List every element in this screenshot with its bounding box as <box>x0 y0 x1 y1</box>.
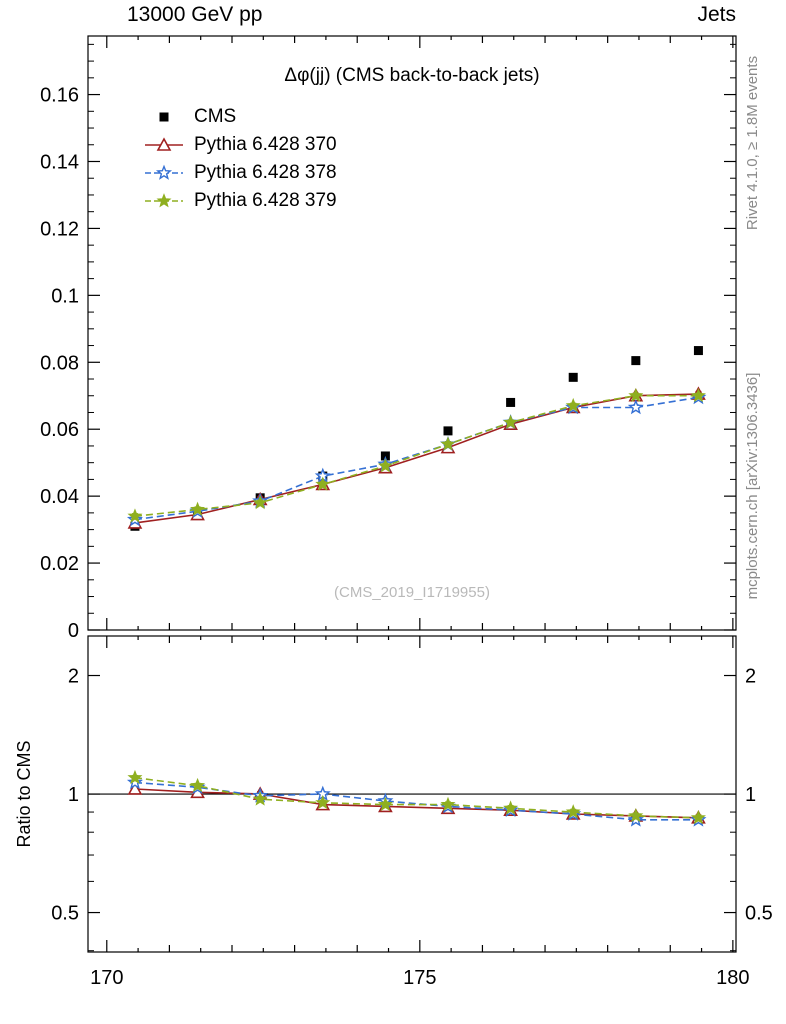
marker-star <box>440 796 456 811</box>
marker-triangle <box>127 781 143 795</box>
plot-title: Δφ(jj) (CMS back-to-back jets) <box>284 65 539 86</box>
legend-label: Pythia 6.428 378 <box>194 162 337 183</box>
marker-star <box>315 794 331 810</box>
y-tick-label: 0 <box>68 620 79 642</box>
marker-star <box>503 800 519 815</box>
marker-star <box>503 414 519 429</box>
ratio-axis-title: Ratio to CMS <box>14 740 34 847</box>
marker-star <box>190 501 206 516</box>
marker-star <box>156 193 172 208</box>
ratio-tick-label: 0.5 <box>745 903 773 925</box>
marker-star-open <box>126 774 143 790</box>
plot-layer: 170 175 180 0 0.02 0.04 0.06 0.08 0.1 0.12 0.14 0.1… <box>40 35 773 989</box>
legend-marker-pythia-370 <box>145 137 183 151</box>
marker-star <box>127 769 143 785</box>
marker-star <box>565 397 581 413</box>
legend: CMS Pythia 6.428 370 Pythia 6.428 378 Py… <box>142 103 337 215</box>
ratio-tick-label: 0.5 <box>51 903 79 925</box>
marker-square <box>631 356 641 366</box>
marker-star <box>127 508 143 523</box>
ratio-series-line <box>134 776 699 819</box>
analysis-group-label: Jets <box>697 3 736 26</box>
marker-star <box>190 777 206 793</box>
marker-star <box>628 808 644 823</box>
y-tick-label: 0.1 <box>51 285 79 307</box>
marker-square <box>693 346 703 356</box>
main-panel-frame <box>87 35 737 631</box>
legend-marker-cms <box>159 112 169 122</box>
ratio-series-line <box>134 788 699 819</box>
legend-marker-pythia-379 <box>145 193 183 208</box>
marker-square <box>568 372 578 382</box>
ratio-series-line <box>134 781 699 821</box>
x-tick-label: 180 <box>716 967 749 989</box>
y-tick-label: 0.14 <box>40 151 79 173</box>
ratio-tick-label: 1 <box>68 784 79 806</box>
beam-energy-label: 13000 GeV pp <box>127 3 263 26</box>
marker-star <box>440 436 456 451</box>
watermark: (CMS_2019_I1719955) <box>334 584 490 601</box>
marker-square <box>443 426 453 436</box>
legend-label: Pythia 6.428 379 <box>194 190 337 211</box>
y-tick-label: 0.08 <box>40 352 79 374</box>
legend-marker-pythia-378 <box>145 164 183 180</box>
rivet-version-label: Rivet 4.1.0, ≥ 1.8M events <box>744 56 761 230</box>
marker-square <box>506 397 516 407</box>
marker-star <box>252 494 268 510</box>
x-tick-label: 175 <box>403 967 436 989</box>
legend-item: Pythia 6.428 370 <box>142 131 337 159</box>
ratio-tick-label: 1 <box>745 784 756 806</box>
y-tick-label: 0.06 <box>40 419 79 441</box>
series-line <box>134 394 699 517</box>
marker-triangle <box>156 137 172 151</box>
marker-square <box>159 112 169 122</box>
y-tick-label: 0.16 <box>40 85 79 107</box>
legend-item: Pythia 6.428 379 <box>142 187 337 215</box>
legend-item: CMS <box>142 103 337 131</box>
mcplots-credit-label: mcplots.cern.ch [arXiv:1306.3436] <box>744 373 761 600</box>
legend-item: Pythia 6.428 378 <box>142 159 337 187</box>
marker-star-open <box>627 399 644 415</box>
series-line <box>134 396 699 521</box>
marker-star <box>252 791 268 806</box>
marker-star <box>565 804 581 819</box>
marker-star <box>377 458 393 473</box>
marker-star <box>315 476 331 491</box>
y-tick-label: 0.02 <box>40 553 79 575</box>
marker-star <box>628 387 644 403</box>
y-tick-label: 0.04 <box>40 486 79 508</box>
x-tick-label: 170 <box>90 967 123 989</box>
marker-star <box>690 809 706 825</box>
legend-label: CMS <box>194 106 237 127</box>
ratio-tick-label: 2 <box>745 666 756 688</box>
legend-label: Pythia 6.428 370 <box>194 134 337 155</box>
ratio-tick-label: 2 <box>68 666 79 688</box>
marker-star <box>377 796 393 811</box>
series-line <box>134 393 699 524</box>
marker-star-open <box>155 164 173 180</box>
y-tick-label: 0.12 <box>40 218 79 240</box>
marker-star <box>690 387 706 403</box>
